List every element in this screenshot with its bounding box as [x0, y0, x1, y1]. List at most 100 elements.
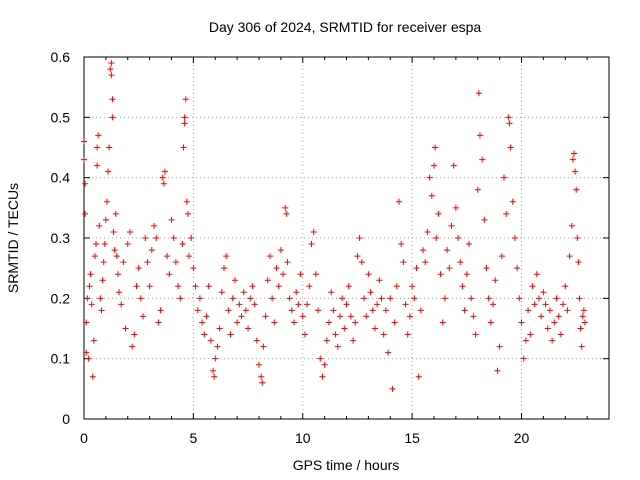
data-point [474, 186, 481, 193]
data-point [160, 180, 167, 187]
data-point [295, 301, 302, 308]
y-tick-label: 0.5 [51, 109, 71, 125]
data-point [100, 259, 107, 266]
data-point [288, 307, 295, 314]
data-point [483, 265, 490, 272]
data-point [571, 150, 577, 157]
data-point [140, 313, 147, 320]
data-point [347, 313, 354, 320]
data-point [363, 313, 370, 320]
data-point [95, 132, 102, 139]
data-point [518, 319, 525, 326]
data-point [321, 361, 328, 368]
data-point [549, 337, 556, 344]
data-point [411, 295, 418, 302]
data-point [444, 247, 451, 254]
data-point [157, 307, 164, 314]
data-point [404, 331, 411, 338]
data-point [426, 174, 433, 181]
data-point [576, 295, 583, 302]
data-point [223, 253, 230, 260]
data-point [336, 313, 343, 320]
data-point [525, 307, 532, 314]
data-point [88, 301, 95, 308]
data-point [343, 301, 350, 308]
y-tick-label: 0.3 [51, 230, 71, 246]
data-point [101, 241, 108, 248]
data-point [479, 156, 486, 163]
data-point [475, 90, 482, 97]
data-point [573, 186, 580, 193]
data-point [194, 307, 201, 314]
data-point [413, 265, 420, 272]
data-point [264, 277, 271, 284]
data-point [564, 307, 571, 314]
data-point [385, 349, 392, 356]
data-point [218, 289, 225, 296]
data-point [332, 331, 339, 338]
x-tick-label: 0 [80, 430, 88, 446]
data-point [120, 259, 127, 266]
data-point [112, 210, 119, 217]
data-point [291, 319, 297, 326]
data-point [452, 204, 459, 211]
data-point [367, 289, 374, 296]
data-point [181, 120, 188, 127]
data-point [365, 271, 372, 278]
data-point [297, 271, 304, 278]
data-point [93, 241, 100, 248]
data-point [308, 241, 315, 248]
data-point [439, 319, 446, 326]
data-point [400, 259, 407, 266]
data-point [196, 295, 203, 302]
data-point [109, 96, 116, 103]
data-point [180, 144, 187, 151]
data-point [113, 253, 120, 260]
data-point [361, 295, 367, 302]
data-point [511, 235, 518, 241]
data-point [179, 241, 186, 248]
data-point [214, 343, 221, 350]
x-tick-label: 10 [295, 430, 311, 446]
data-point [98, 307, 105, 314]
data-point [472, 331, 479, 338]
data-point [221, 265, 227, 272]
data-point [496, 343, 503, 350]
data-point [234, 319, 241, 326]
data-point [83, 349, 90, 356]
data-point [253, 337, 260, 344]
data-point [424, 228, 431, 235]
data-point [306, 283, 313, 290]
data-point [84, 295, 91, 302]
data-point [114, 271, 121, 278]
data-point [90, 337, 97, 344]
data-point [455, 235, 462, 241]
data-point [466, 241, 472, 248]
data-point [151, 222, 157, 229]
data-point [569, 156, 576, 163]
data-point [459, 283, 466, 290]
data-point [122, 325, 129, 332]
data-point [417, 307, 424, 314]
data-point [103, 198, 110, 205]
data-point [396, 198, 402, 205]
data-point [334, 343, 341, 350]
data-point [574, 235, 581, 241]
data-point [144, 259, 151, 266]
data-point [520, 355, 527, 362]
data-point [575, 259, 582, 266]
data-point [553, 295, 560, 302]
data-point [126, 228, 133, 235]
data-point [116, 289, 122, 296]
data-point [271, 319, 278, 326]
data-point [312, 271, 319, 278]
data-point [97, 295, 104, 302]
data-point [369, 307, 376, 314]
data-point [170, 235, 177, 241]
data-point [560, 301, 567, 308]
data-point [182, 96, 189, 103]
data-point [374, 301, 381, 308]
data-point [238, 313, 245, 320]
data-point [533, 271, 540, 278]
data-point [155, 319, 162, 326]
